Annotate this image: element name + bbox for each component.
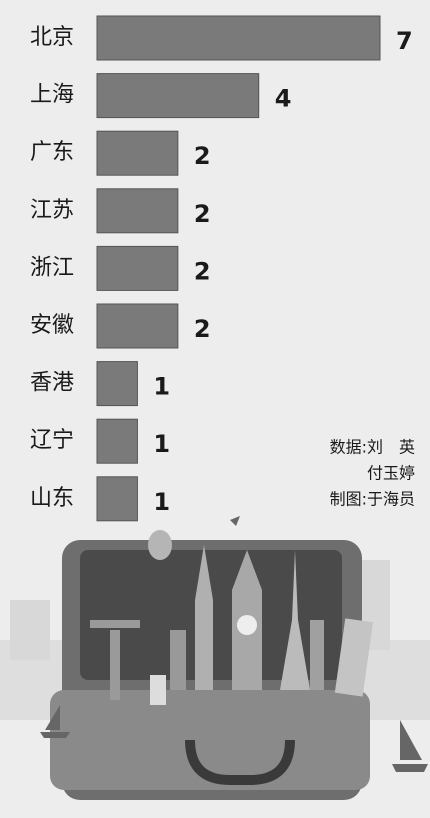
- annotation: 制图:于海员: [330, 490, 415, 509]
- value-label: 2: [194, 257, 211, 285]
- bar: [96, 303, 179, 349]
- category-label: 辽宁: [30, 428, 74, 453]
- value-label: 1: [153, 430, 170, 458]
- bar: [96, 476, 138, 522]
- annotation: 付玉婷: [367, 464, 415, 483]
- category-label: 江苏: [30, 198, 74, 223]
- annotation: 数据:刘 英: [330, 438, 415, 457]
- category-label: 北京: [30, 25, 74, 50]
- value-label: 2: [194, 142, 211, 170]
- category-label: 山东: [30, 486, 74, 511]
- bar: [96, 15, 381, 61]
- category-label: 上海: [30, 83, 74, 108]
- bar: [96, 188, 179, 234]
- value-label: 1: [153, 373, 170, 401]
- bar: [96, 130, 179, 176]
- bar: [96, 418, 138, 464]
- illustration: [0, 516, 430, 800]
- bar: [96, 73, 260, 119]
- value-label: 1: [153, 488, 170, 516]
- category-label: 广东: [30, 140, 74, 165]
- value-label: 7: [396, 27, 413, 55]
- category-label: 浙江: [30, 255, 74, 280]
- value-label: 2: [194, 315, 211, 343]
- category-label: 香港: [30, 371, 74, 396]
- bar: [96, 361, 138, 407]
- bar: [96, 245, 179, 291]
- value-label: 4: [275, 85, 292, 113]
- category-label: 安徽: [30, 313, 74, 338]
- value-label: 2: [194, 200, 211, 228]
